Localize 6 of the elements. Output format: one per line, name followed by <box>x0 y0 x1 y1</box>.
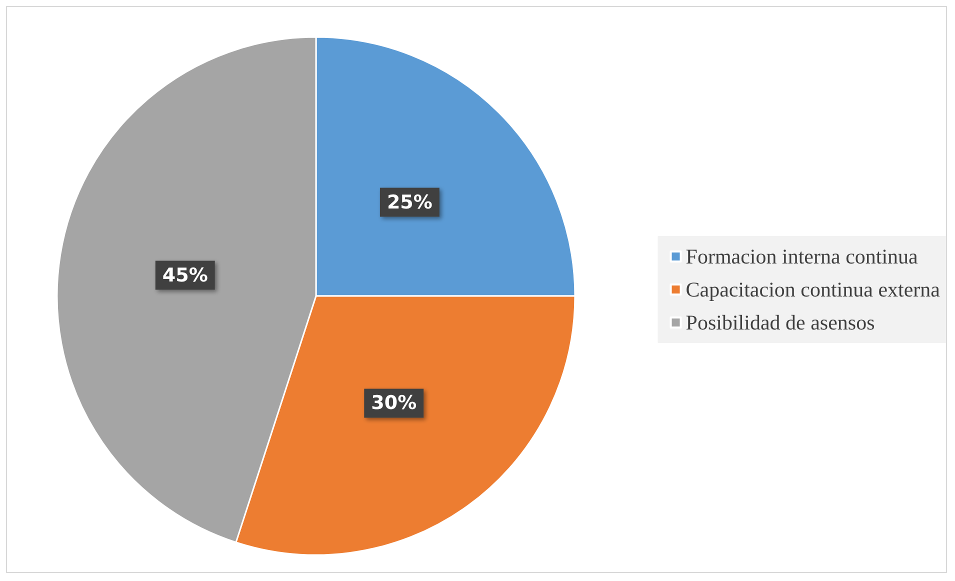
data-label: 30% <box>371 392 417 414</box>
legend-label: Capacitacion continua externa <box>686 278 941 302</box>
data-label: 25% <box>386 191 432 214</box>
data-label: 45% <box>162 264 208 286</box>
legend-label: Formacion interna continua <box>686 244 919 268</box>
legend-label: Posibilidad de asensos <box>686 310 875 334</box>
